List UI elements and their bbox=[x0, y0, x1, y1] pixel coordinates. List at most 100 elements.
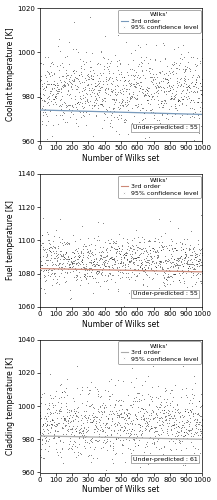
Point bbox=[128, 419, 132, 427]
Point bbox=[95, 258, 99, 266]
Point bbox=[197, 94, 200, 102]
Point bbox=[144, 422, 148, 430]
Point bbox=[83, 96, 87, 104]
Point bbox=[144, 106, 148, 114]
Point bbox=[128, 264, 132, 272]
Point bbox=[45, 276, 48, 284]
Point bbox=[89, 63, 93, 71]
Point bbox=[64, 248, 68, 256]
Point bbox=[92, 86, 95, 94]
Point bbox=[192, 136, 195, 144]
Point bbox=[138, 42, 141, 50]
Point bbox=[149, 265, 153, 273]
Point bbox=[147, 92, 151, 100]
Point bbox=[178, 75, 181, 83]
Point bbox=[67, 422, 71, 430]
Point bbox=[176, 264, 180, 272]
Point bbox=[70, 106, 74, 114]
Point bbox=[191, 250, 194, 258]
Point bbox=[188, 406, 191, 414]
Point bbox=[90, 412, 94, 420]
Point bbox=[97, 430, 101, 438]
Point bbox=[150, 252, 153, 260]
Point bbox=[96, 104, 99, 112]
Point bbox=[39, 242, 43, 250]
Point bbox=[130, 425, 134, 433]
Point bbox=[172, 255, 176, 263]
Point bbox=[73, 72, 76, 80]
Point bbox=[66, 81, 70, 89]
Point bbox=[151, 362, 155, 370]
Point bbox=[112, 427, 116, 435]
Point bbox=[199, 424, 202, 432]
Point bbox=[127, 260, 130, 268]
Point bbox=[138, 250, 141, 258]
Point bbox=[188, 98, 192, 106]
Point bbox=[62, 393, 66, 401]
Point bbox=[141, 89, 144, 97]
Point bbox=[193, 106, 196, 114]
Point bbox=[164, 412, 168, 420]
Point bbox=[195, 74, 198, 82]
Point bbox=[88, 386, 92, 394]
Point bbox=[51, 408, 54, 416]
Point bbox=[112, 255, 115, 263]
Point bbox=[141, 404, 145, 412]
Point bbox=[94, 417, 98, 425]
Point bbox=[40, 400, 43, 407]
Point bbox=[178, 113, 182, 121]
Point bbox=[101, 254, 105, 262]
Point bbox=[52, 264, 55, 272]
Point bbox=[105, 74, 108, 82]
Point bbox=[108, 122, 112, 130]
Point bbox=[107, 62, 111, 70]
Point bbox=[99, 432, 103, 440]
Point bbox=[126, 76, 130, 84]
Point bbox=[137, 60, 141, 68]
Point bbox=[73, 265, 77, 273]
Point bbox=[145, 96, 149, 104]
Point bbox=[76, 262, 80, 270]
Point bbox=[85, 272, 88, 280]
Point bbox=[189, 272, 193, 280]
Point bbox=[160, 444, 163, 452]
Point bbox=[152, 90, 155, 98]
Point bbox=[83, 438, 87, 446]
Point bbox=[140, 259, 143, 267]
Point bbox=[102, 220, 105, 228]
Point bbox=[48, 242, 51, 250]
Point bbox=[98, 82, 101, 90]
Point bbox=[83, 412, 86, 420]
Point bbox=[130, 94, 133, 102]
Point bbox=[89, 72, 92, 80]
Point bbox=[63, 272, 66, 280]
Point bbox=[50, 269, 53, 277]
Point bbox=[99, 392, 103, 400]
Point bbox=[106, 284, 110, 292]
Point bbox=[75, 255, 79, 263]
Point bbox=[96, 96, 99, 104]
Point bbox=[50, 416, 53, 424]
Point bbox=[182, 413, 185, 421]
Point bbox=[175, 432, 179, 440]
Point bbox=[84, 432, 88, 440]
Point bbox=[63, 81, 66, 89]
Point bbox=[150, 92, 154, 100]
Legend: 3rd order, 95% confidence level: 3rd order, 95% confidence level bbox=[118, 342, 201, 364]
Point bbox=[109, 254, 112, 262]
Point bbox=[124, 85, 127, 93]
Point bbox=[105, 446, 109, 454]
Point bbox=[38, 415, 41, 423]
Point bbox=[62, 238, 65, 246]
Point bbox=[68, 437, 72, 445]
Point bbox=[172, 411, 176, 419]
Point bbox=[57, 66, 61, 74]
Point bbox=[65, 52, 69, 60]
Point bbox=[123, 76, 127, 84]
Point bbox=[160, 262, 164, 270]
Point bbox=[138, 244, 141, 252]
Point bbox=[62, 254, 66, 262]
Point bbox=[193, 108, 197, 116]
Point bbox=[123, 252, 127, 260]
Point bbox=[149, 64, 152, 72]
